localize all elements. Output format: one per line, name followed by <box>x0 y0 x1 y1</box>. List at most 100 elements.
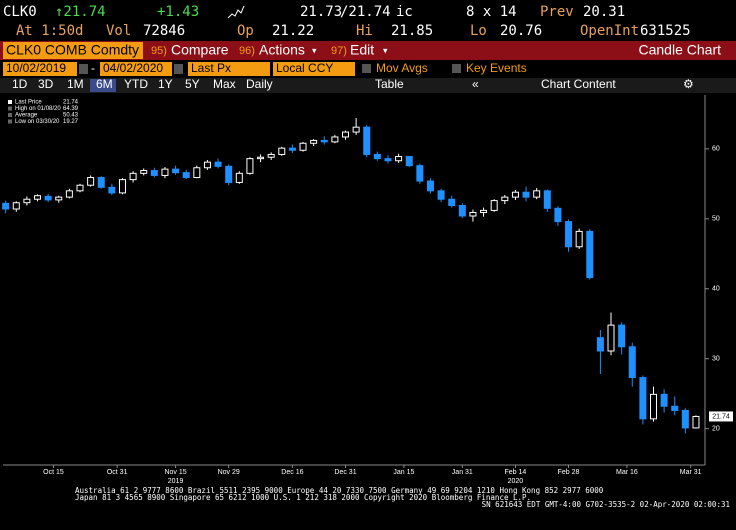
actions-button[interactable]: Actions <box>259 42 305 58</box>
legend-label: Low on 03/30/20 <box>15 119 60 125</box>
candle-body <box>55 196 63 201</box>
candle-body <box>108 186 116 194</box>
candle-body <box>565 221 573 248</box>
edit-button[interactable]: Edit <box>350 42 374 58</box>
start-field[interactable] <box>3 62 77 76</box>
candle-body <box>2 202 10 210</box>
toolbar: CLK0 COMB Comdty 95) Compare 96) Actions… <box>0 41 736 60</box>
compare-button[interactable]: Compare <box>171 42 229 58</box>
settings-icon[interactable]: ⚙ <box>683 77 694 91</box>
candle-body <box>214 161 222 167</box>
currency-select[interactable] <box>273 62 355 76</box>
y-tick-label: 30 <box>712 356 720 363</box>
candle-body <box>172 168 180 174</box>
footer-line: Japan 81 3 4565 8900 Singapore 65 6212 1… <box>75 493 531 502</box>
period-bg <box>0 78 736 93</box>
oi-label: OpenInt <box>580 23 639 39</box>
low-label: Lo <box>470 23 487 39</box>
candle-body <box>533 190 541 198</box>
period-button[interactable]: 6M <box>96 77 113 91</box>
table-button[interactable]: Table <box>375 77 404 91</box>
y-tick-label: 20 <box>712 425 720 432</box>
bid-ask-code: ic <box>396 4 413 20</box>
candle-body <box>299 142 307 151</box>
x-tick-label: Nov 15 <box>164 469 186 476</box>
settings-row: 10/02/2019 - 04/02/2020 Last Px Local CC… <box>3 61 527 76</box>
period-button[interactable]: 5Y <box>185 77 200 91</box>
x-tick-label: Jan 31 <box>452 469 473 476</box>
frequency[interactable]: Daily <box>246 77 273 91</box>
candle-body <box>543 190 551 209</box>
candle-body <box>129 172 137 181</box>
candle-body <box>34 195 42 200</box>
prev-label: Prev <box>540 4 574 20</box>
candle-body <box>193 167 201 179</box>
y-tick-label: 50 <box>712 216 720 223</box>
open: 21.22 <box>272 23 314 39</box>
candle-body <box>320 139 328 143</box>
candle-body <box>76 184 84 192</box>
collapse-icon[interactable]: « <box>472 77 479 91</box>
candle-body <box>448 198 456 207</box>
quote-header: CLK0 ↑21.74 +1.43 21.73 /21.74 ic 8 x 14… <box>3 4 691 39</box>
candle-body <box>671 405 679 411</box>
period-button[interactable]: 1Y <box>158 77 173 91</box>
candle-body <box>395 156 403 162</box>
high: 21.85 <box>391 23 433 39</box>
candle-body <box>235 172 243 183</box>
footer-line: Australia 61 2 9777 8600 Brazil 5511 239… <box>75 486 604 495</box>
legend-swatch <box>8 119 12 124</box>
chart: 20 30 40 50 60 Oct 15 Oct 31 Nov 15 Nov 29 Dec 16… <box>2 95 733 485</box>
candle-body <box>554 207 562 223</box>
security-field[interactable] <box>3 42 143 59</box>
period-button[interactable]: 3D <box>38 77 54 91</box>
edit-num: 97) <box>331 45 347 57</box>
period-button[interactable]: YTD <box>124 77 148 91</box>
edit-caret: ▾ <box>383 45 388 55</box>
candle-body <box>660 393 668 407</box>
candle-body <box>618 324 626 348</box>
candle-body <box>469 212 477 217</box>
checkbox[interactable] <box>452 64 461 73</box>
last-price: ↑21.74 <box>55 4 106 20</box>
year-label: 2019 <box>168 478 184 485</box>
candle-body <box>405 156 413 167</box>
field-select[interactable] <box>188 62 270 76</box>
x-tick-label: Feb 14 <box>505 469 527 476</box>
chart-content[interactable]: Chart Content <box>541 77 616 91</box>
prev: 20.31 <box>583 4 625 20</box>
candle-body <box>437 190 445 200</box>
end-field[interactable] <box>100 62 172 76</box>
calendar-icon[interactable] <box>79 64 88 74</box>
period-button[interactable]: 1D <box>12 77 28 91</box>
vol: 72846 <box>143 23 185 39</box>
calendar-icon[interactable] <box>174 64 183 74</box>
candle-body <box>331 136 339 143</box>
candle-body <box>522 191 530 198</box>
candle-body <box>681 409 689 429</box>
candle-body <box>501 196 509 202</box>
candle-body <box>97 177 105 188</box>
candle-body <box>203 161 211 169</box>
legend-swatch <box>8 113 12 117</box>
checkbox[interactable] <box>362 64 371 73</box>
candle-body <box>426 180 434 192</box>
toolbar-bg <box>0 41 736 60</box>
legend-value: 19.27 <box>63 119 79 125</box>
candle-body <box>628 346 636 379</box>
x-tick-label: Dec 31 <box>334 469 356 476</box>
x-tick-label: Oct 15 <box>43 469 64 476</box>
candle-body <box>87 177 95 186</box>
candle-body <box>182 172 190 179</box>
x-tick-label: Dec 16 <box>281 469 303 476</box>
actions-num: 96) <box>239 45 255 57</box>
candle-body <box>161 168 169 176</box>
period-button[interactable]: 1M <box>67 77 84 91</box>
x-tick-label: Jan 15 <box>393 469 414 476</box>
legend-swatch <box>8 100 12 104</box>
ticker: CLK0 <box>3 4 37 20</box>
period-button[interactable]: Max <box>213 77 236 91</box>
actions-caret: ▾ <box>312 45 317 55</box>
legend-label: Average <box>15 113 38 119</box>
